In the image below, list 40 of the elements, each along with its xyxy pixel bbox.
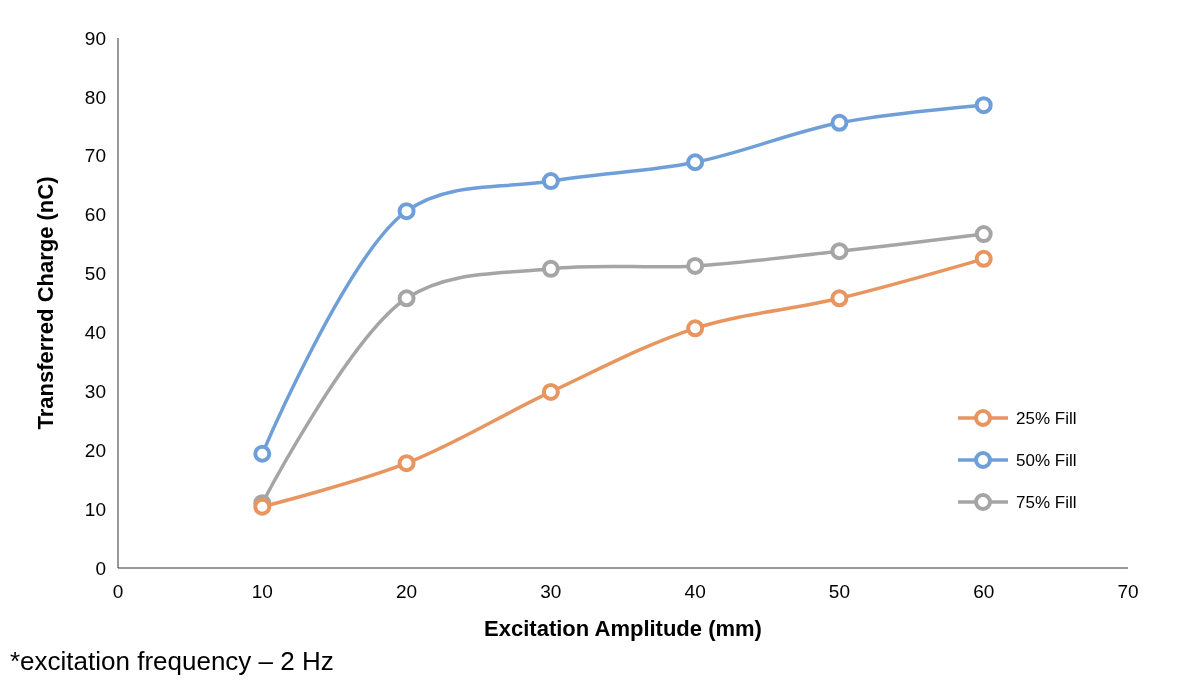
point (541, 259, 560, 278)
x-axis-title: Excitation Amplitude (mm) (484, 616, 762, 641)
point (397, 289, 416, 308)
point (541, 382, 560, 401)
point (686, 153, 705, 172)
x-tick-label: 60 (973, 581, 995, 602)
point (686, 319, 705, 338)
point (830, 289, 849, 308)
x-tick-label: 40 (684, 581, 706, 602)
y-tick-label: 90 (84, 27, 106, 49)
y-tick-label: 0 (95, 557, 106, 579)
text: *excitation frequency – 2 Hz (10, 646, 334, 676)
y-tick-label: 50 (84, 263, 106, 285)
legend-label: 75% Fill (1016, 492, 1077, 512)
legend-label: 50% Fill (1016, 450, 1077, 470)
y-tick-label: 20 (84, 439, 106, 461)
y-tick-label: 10 (84, 498, 106, 520)
point (830, 113, 849, 132)
legend-label: 25% Fill (1016, 408, 1077, 428)
point (397, 202, 416, 221)
point (974, 225, 993, 244)
point (830, 242, 849, 261)
y-axis-title: Transferred Charge (nC) (33, 176, 58, 430)
x-tick-label: 50 (828, 581, 850, 602)
point (974, 96, 993, 115)
point (541, 172, 560, 191)
point (397, 454, 416, 473)
y-tick-label: 40 (84, 322, 106, 344)
point (253, 444, 272, 463)
x-tick-label: 0 (112, 581, 124, 602)
x-tick-label: 10 (251, 581, 273, 602)
point (686, 256, 705, 275)
y-tick-label: 70 (84, 145, 106, 167)
x-tick-label: 70 (1117, 581, 1139, 602)
point (974, 249, 993, 268)
y-tick-label: 80 (84, 86, 106, 108)
y-tick-label: 30 (84, 380, 106, 402)
x-tick-label: 30 (540, 581, 562, 602)
x-tick-label: 20 (396, 581, 418, 602)
y-tick-label: 60 (84, 204, 106, 226)
